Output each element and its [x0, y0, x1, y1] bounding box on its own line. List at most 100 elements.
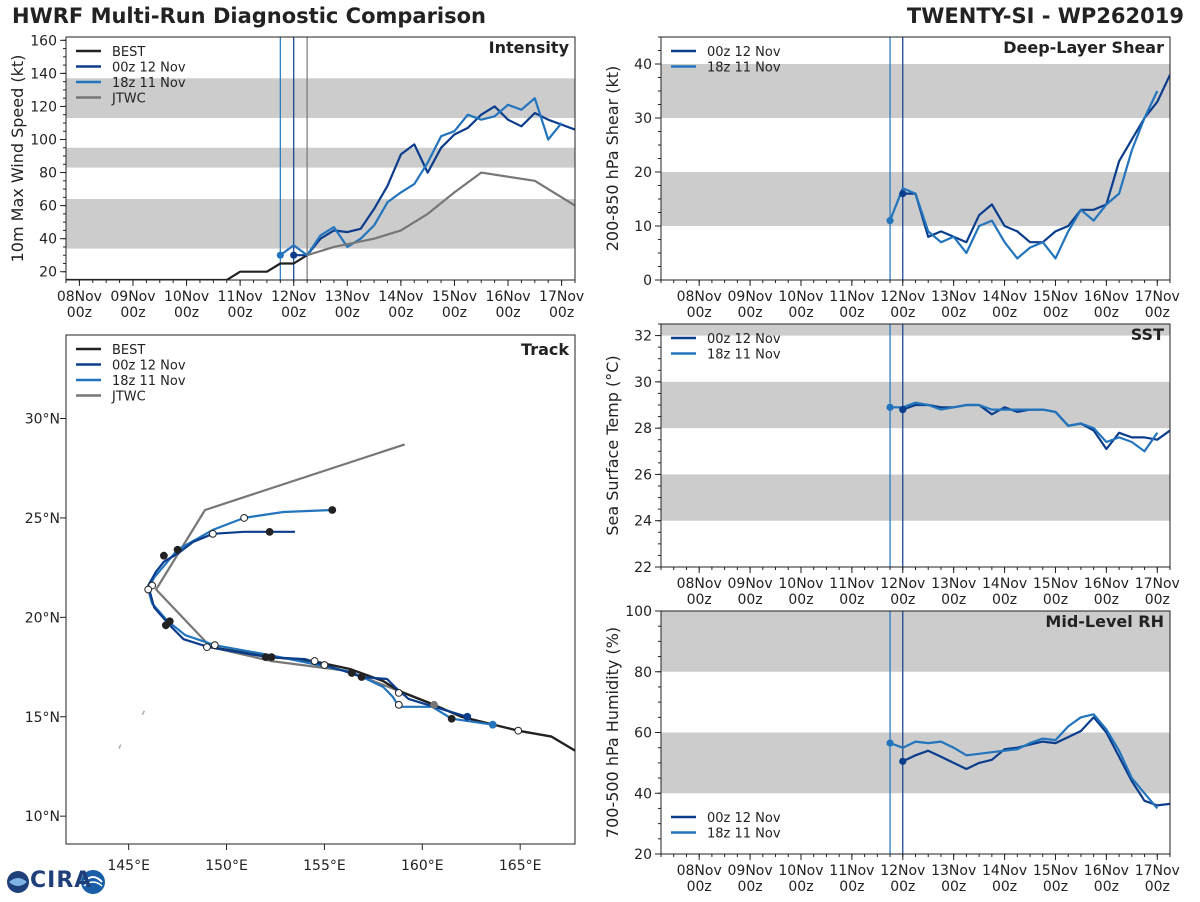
- y-tick-label: 100: [625, 604, 652, 620]
- y-tick-label: 40: [634, 786, 652, 802]
- x-tick-hour: 00z: [737, 879, 762, 895]
- x-tick-date: 16Nov: [1084, 289, 1129, 305]
- y-axis-label: 10m Max Wind Speed (kt): [8, 55, 27, 263]
- y-tick-label: 20: [634, 165, 652, 181]
- x-tick-hour: 00z: [941, 305, 966, 321]
- init-marker: [886, 403, 894, 411]
- x-tick-hour: 00z: [788, 592, 813, 608]
- x-tick-date: 13Nov: [931, 863, 976, 879]
- track-position-marker: [463, 712, 472, 721]
- x-tick-date: 17Nov: [1135, 576, 1180, 592]
- y-tick-label: 10: [634, 219, 652, 235]
- y-tick-label: 26: [634, 467, 652, 483]
- y-tick-label: 30: [634, 111, 652, 127]
- track-position-marker: [173, 545, 182, 554]
- x-tick-hour: 00z: [839, 879, 864, 895]
- x-tick-hour: 00z: [737, 592, 762, 608]
- shaded-band: [66, 199, 575, 249]
- series-line-run00: [902, 74, 1170, 244]
- logo-text: CIRA: [30, 868, 93, 893]
- x-tick-date: 09Nov: [728, 863, 773, 879]
- x-tick-hour: 00z: [1043, 592, 1068, 608]
- x-tick-date: 15Nov: [432, 289, 477, 305]
- x-tick-date: 08Nov: [57, 289, 102, 305]
- x-tick-hour: 00z: [839, 305, 864, 321]
- x-tick-hour: 00z: [992, 592, 1017, 608]
- y-tick-label: 160: [30, 33, 57, 49]
- legend-label: BEST: [112, 45, 145, 60]
- panel-title: SST: [1131, 325, 1164, 344]
- series-line-run18: [889, 713, 1159, 810]
- y-tick-label: 60: [634, 726, 652, 742]
- y-tick-label: 24: [634, 514, 652, 530]
- x-tick-date: 16Nov: [485, 289, 530, 305]
- x-tick-hour: 00z: [941, 879, 966, 895]
- x-tick-hour: 00z: [687, 305, 712, 321]
- x-tick-hour: 00z: [992, 879, 1017, 895]
- track-position-marker: [357, 673, 366, 681]
- y-tick-label: 100: [30, 132, 57, 148]
- shaded-band: [661, 64, 1170, 118]
- y-tick-label: 10°N: [25, 809, 60, 825]
- x-tick-hour: 00z: [335, 305, 360, 321]
- track-position-marker: [144, 585, 153, 594]
- x-tick-hour: 00z: [549, 305, 574, 321]
- x-tick-date: 08Nov: [677, 576, 722, 592]
- series-line-run18: [279, 97, 563, 257]
- x-tick-hour: 00z: [1145, 879, 1170, 895]
- x-tick-date: 13Nov: [325, 289, 370, 305]
- track-position-marker: [265, 527, 274, 536]
- x-tick-label: 165°E: [499, 858, 542, 874]
- x-tick-date: 10Nov: [778, 289, 823, 305]
- track-position-marker: [240, 514, 249, 522]
- panel-rh: 2040608010008Nov00z09Nov00z10Nov00z11Nov…: [603, 604, 1180, 895]
- init-marker: [886, 217, 894, 225]
- track-position-marker: [261, 653, 270, 662]
- y-tick-label: 140: [30, 66, 57, 82]
- legend-label: BEST: [112, 343, 145, 358]
- track-line-run18: [147, 508, 493, 726]
- panel-title: Mid-Level RH: [1045, 612, 1164, 631]
- x-tick-date: 14Nov: [378, 289, 423, 305]
- track-position-marker: [310, 657, 319, 665]
- legend-label: 00z 12 Nov: [707, 45, 781, 60]
- y-tick-label: 25°N: [25, 511, 60, 527]
- x-tick-date: 13Nov: [931, 576, 976, 592]
- legend-label: 18z 11 Nov: [112, 374, 186, 389]
- init-marker: [290, 251, 298, 259]
- x-tick-date: 13Nov: [931, 289, 976, 305]
- panel-shear: 01020304008Nov00z09Nov00z10Nov00z11Nov00…: [603, 36, 1180, 321]
- x-tick-date: 15Nov: [1033, 289, 1078, 305]
- x-tick-date: 10Nov: [778, 863, 823, 879]
- x-tick-hour: 00z: [67, 305, 92, 321]
- y-tick-label: 28: [634, 421, 652, 437]
- x-tick-date: 11Nov: [218, 289, 263, 305]
- y-tick-label: 20°N: [25, 610, 60, 626]
- x-tick-date: 17Nov: [1135, 289, 1180, 305]
- shaded-band: [661, 324, 1170, 336]
- island-mark: [118, 744, 122, 749]
- series-line-best: [66, 254, 308, 280]
- shaded-band: [661, 172, 1170, 226]
- x-tick-date: 10Nov: [164, 289, 209, 305]
- y-axis-label: Sea Surface Temp (°C): [603, 355, 622, 535]
- y-tick-label: 80: [39, 166, 57, 182]
- shaded-band: [661, 474, 1170, 521]
- panel-title: Deep-Layer Shear: [1003, 38, 1164, 57]
- x-tick-date: 09Nov: [728, 289, 773, 305]
- panel-sst: 22242628303208Nov00z09Nov00z10Nov00z11No…: [603, 323, 1180, 608]
- panel-intensity: 2040608010012014016008Nov00z09Nov00z10No…: [8, 33, 584, 321]
- x-tick-hour: 00z: [687, 879, 712, 895]
- x-tick-date: 12Nov: [880, 576, 925, 592]
- y-tick-label: 40: [39, 232, 57, 248]
- init-marker: [899, 757, 907, 765]
- legend-label: 00z 12 Nov: [707, 811, 781, 826]
- x-tick-hour: 00z: [1043, 305, 1068, 321]
- legend-label: 18z 11 Nov: [707, 61, 781, 76]
- track-position-marker: [161, 621, 170, 630]
- legend-label: 18z 11 Nov: [707, 348, 781, 363]
- x-tick-hour: 00z: [941, 592, 966, 608]
- init-marker: [886, 739, 894, 747]
- x-tick-date: 16Nov: [1084, 576, 1129, 592]
